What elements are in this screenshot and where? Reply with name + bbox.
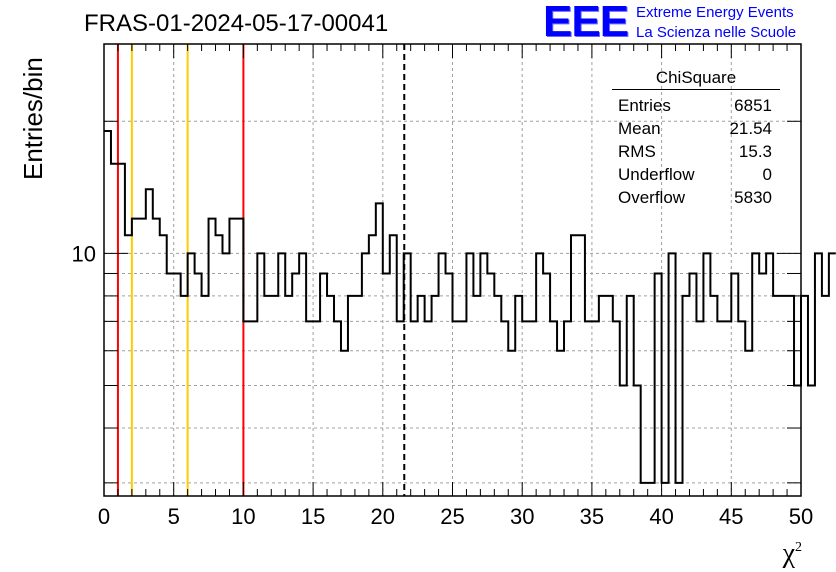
stats-value: 6851	[734, 96, 772, 115]
stats-box-title: ChiSquare	[612, 68, 780, 90]
stats-row-underflow: Underflow 0	[612, 163, 780, 186]
logo-line-2: La Scienza nelle Scuole	[636, 24, 797, 41]
stats-value: 0	[762, 165, 772, 184]
eee-logo: EEE Extreme Energy Events La Scienza nel…	[543, 0, 796, 44]
x-axis-label-base: χ	[782, 538, 795, 569]
x-tick-label: 10	[231, 504, 255, 529]
x-tick-label: 25	[440, 504, 464, 529]
stats-value: 21.54	[729, 119, 772, 138]
x-tick-label: 0	[98, 504, 110, 529]
eee-logo-text: Extreme Energy Events La Scienza nelle S…	[636, 3, 796, 43]
stats-row-mean: Mean 21.54	[612, 117, 780, 140]
chart-title: FRAS-01-2024-05-17-00041	[84, 10, 389, 37]
y-axis-label: Entries/bin	[18, 57, 48, 180]
logo-line-1: Extreme Energy Events	[636, 4, 794, 21]
stats-label: Mean	[618, 119, 661, 138]
eee-logo-mark: EEE	[543, 0, 629, 46]
x-tick-label: 50	[789, 504, 813, 529]
x-axis-label-superscript: 2	[795, 540, 802, 555]
stats-row-overflow: Overflow 5830	[612, 186, 780, 209]
ticks	[103, 44, 802, 496]
y-tick-label: 10	[72, 241, 96, 266]
x-axis-label: χ2	[783, 538, 802, 570]
stats-label: RMS	[618, 142, 656, 161]
x-tick-label: 15	[301, 504, 325, 529]
histogram-series	[104, 130, 836, 484]
stats-label: Underflow	[618, 165, 695, 184]
stats-label: Overflow	[618, 188, 686, 207]
stats-row-rms: RMS 15.3	[612, 140, 780, 163]
stats-row-entries: Entries 6851	[612, 94, 780, 117]
x-tick-label: 30	[510, 504, 534, 529]
x-tick-label: 5	[168, 504, 180, 529]
tick-labels: 0 5 10 15 20 25 30 35 40 45 50 10	[72, 241, 814, 529]
histogram-outline	[104, 130, 836, 484]
stats-label: Entries	[618, 96, 671, 115]
stats-value: 15.3	[738, 142, 772, 161]
stats-value: 5830	[734, 188, 772, 207]
stats-box: ChiSquare Entries 6851 Mean 21.54 RMS 15…	[612, 68, 780, 209]
x-tick-label: 40	[649, 504, 673, 529]
x-tick-label: 20	[371, 504, 395, 529]
x-tick-label: 35	[580, 504, 604, 529]
x-tick-label: 45	[719, 504, 743, 529]
